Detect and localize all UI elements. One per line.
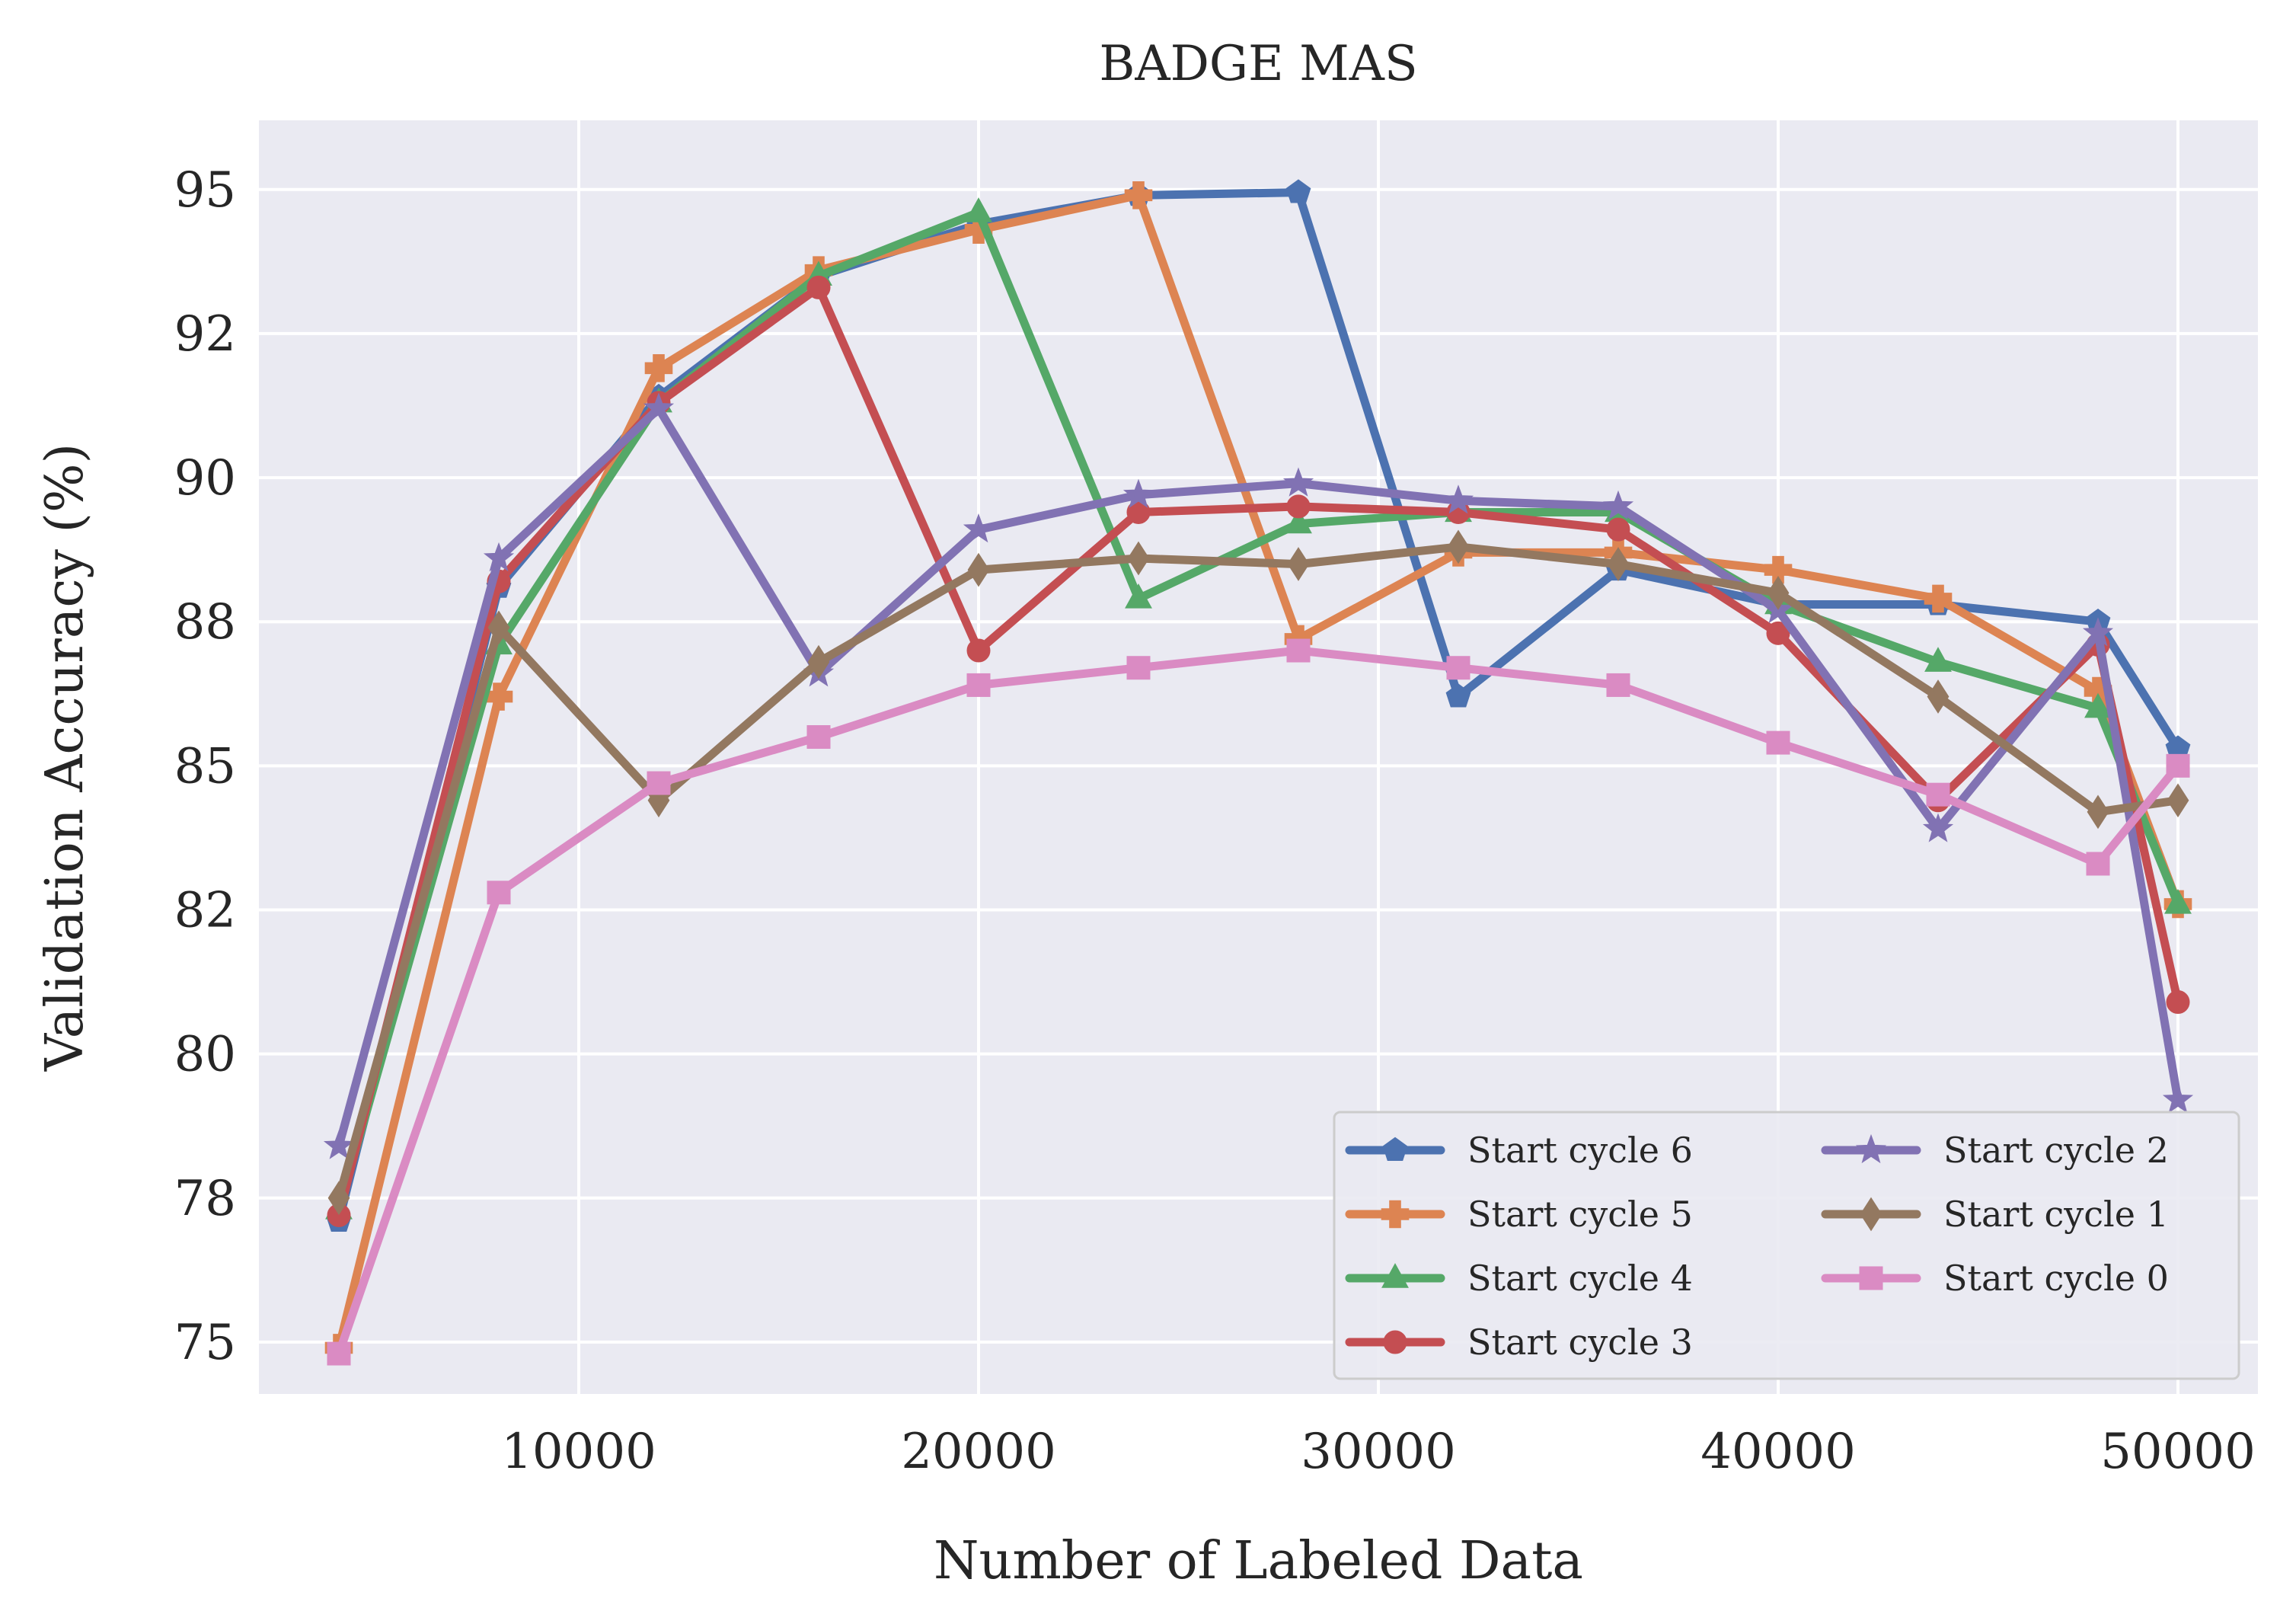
legend-item: Start cycle 0 (1821, 1258, 2169, 1299)
y-tick-label: 78 (174, 1171, 236, 1227)
data-point (2084, 692, 2112, 718)
data-point (966, 673, 991, 697)
data-point (806, 275, 831, 299)
y-tick-label: 88 (174, 594, 236, 651)
legend-swatch-marker (1381, 1200, 1410, 1229)
legend-swatch-marker (1382, 1136, 1408, 1161)
data-point (1286, 494, 1311, 519)
y-tick-label: 75 (174, 1315, 236, 1371)
data-point (2164, 889, 2192, 914)
data-point (1282, 467, 1314, 497)
data-point (483, 542, 515, 572)
data-point (1764, 555, 1793, 584)
legend-swatch-marker (1859, 1266, 1883, 1290)
legend-label: Start cycle 5 (1467, 1194, 1693, 1235)
data-point (1602, 490, 1634, 519)
data-point (807, 644, 830, 679)
data-point (1442, 484, 1474, 514)
data-point (1606, 517, 1630, 542)
data-point (1126, 656, 1151, 680)
data-point (2087, 794, 2109, 830)
data-point (963, 513, 995, 543)
legend-label: Start cycle 0 (1943, 1258, 2169, 1299)
x-tick-label: 20000 (901, 1424, 1056, 1480)
data-point (1927, 679, 1950, 714)
data-point (327, 1341, 351, 1366)
legend-item: Start cycle 2 (1821, 1130, 2169, 1171)
legend-item: Start cycle 5 (1345, 1194, 1693, 1235)
y-tick-label: 92 (174, 306, 236, 363)
data-point (1766, 621, 1790, 645)
data-point (1767, 576, 1790, 610)
series-start-cycle-1 (327, 529, 2189, 1216)
y-tick-label: 90 (174, 450, 236, 507)
data-point (1125, 583, 1152, 609)
series-start-cycle-0 (327, 638, 2190, 1366)
data-point (806, 725, 831, 750)
data-point (1124, 181, 1153, 209)
legend-label: Start cycle 1 (1943, 1194, 2169, 1235)
data-point (323, 1130, 355, 1159)
data-point (2082, 617, 2114, 647)
x-tick-label: 30000 (1301, 1424, 1456, 1480)
data-point (2167, 783, 2189, 818)
data-point (643, 392, 675, 422)
legend-label: Start cycle 6 (1467, 1130, 1693, 1171)
data-point (1445, 683, 1471, 708)
data-point (1446, 656, 1471, 680)
legend-item: Start cycle 1 (1821, 1194, 2169, 1235)
data-point (965, 197, 992, 222)
data-point (1285, 508, 1312, 534)
data-point (1285, 179, 1311, 203)
data-point (1447, 529, 1470, 564)
data-point (647, 771, 671, 795)
legend-label: Start cycle 2 (1943, 1130, 2169, 1171)
legend-item: Start cycle 4 (1345, 1258, 1693, 1299)
y-tick-label: 80 (174, 1027, 236, 1083)
x-tick-label: 10000 (501, 1424, 656, 1480)
data-point (1924, 647, 1952, 672)
legend-swatch-marker (1855, 1133, 1887, 1164)
data-point (327, 1181, 350, 1216)
legend-label: Start cycle 4 (1467, 1258, 1693, 1299)
series-layer (323, 179, 2194, 1366)
data-point (2086, 852, 2110, 876)
y-tick-label: 85 (174, 738, 236, 794)
data-point (1606, 673, 1630, 697)
data-point (487, 610, 510, 645)
legend-swatch-marker (1860, 1197, 1882, 1232)
x-tick-label: 50000 (2100, 1424, 2256, 1480)
data-point (1122, 478, 1154, 508)
data-point (1127, 541, 1150, 576)
data-point (1287, 547, 1310, 581)
data-point (644, 354, 673, 382)
data-point (966, 638, 991, 663)
chart-title: BADGE MAS (1099, 36, 1417, 92)
data-point (2166, 753, 2190, 778)
legend-item: Start cycle 6 (1345, 1130, 1693, 1171)
data-point (2166, 990, 2190, 1015)
legend-swatch-marker (1383, 1330, 1407, 1354)
tick-labels: 10000 20000 30000 40000 50000 75 78 80 82 85 88 90 9… (174, 162, 2256, 1480)
data-point (487, 881, 511, 905)
data-point (1286, 638, 1311, 663)
data-point (1924, 584, 1953, 613)
data-point (1766, 730, 1790, 755)
legend-swatch-marker (1381, 1263, 1409, 1288)
x-axis-label: Number of Labeled Data (934, 1531, 1583, 1591)
legend: Start cycle 6 Start cycle 5 Start cycle 4 S… (1333, 1111, 2240, 1380)
legend-label: Start cycle 3 (1467, 1322, 1693, 1363)
x-tick-label: 40000 (1700, 1424, 1856, 1480)
data-point (1926, 782, 1950, 807)
data-point (2162, 1084, 2194, 1114)
data-point (967, 552, 990, 587)
legend-frame (1333, 1111, 2240, 1380)
data-point (1922, 813, 1954, 842)
y-tick-label: 82 (174, 882, 236, 938)
y-tick-label: 95 (174, 162, 236, 219)
data-point (1607, 547, 1630, 581)
legend-item: Start cycle 3 (1345, 1322, 1693, 1363)
y-axis-label: Validation Accuracy (%) (35, 443, 95, 1072)
